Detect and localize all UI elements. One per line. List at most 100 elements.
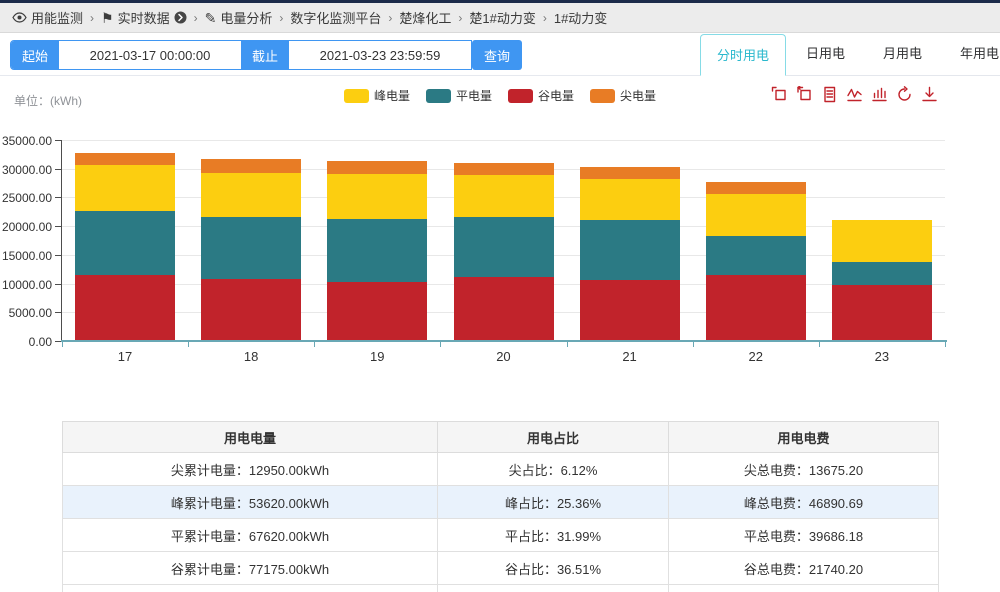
bar-segment-尖电量[interactable] [75, 152, 176, 166]
bar-segment-尖电量[interactable] [201, 159, 302, 173]
breadcrumb-separator: › [193, 10, 198, 25]
breadcrumb-label: 楚烽化工 [399, 11, 452, 26]
bar-segment-尖电量[interactable] [453, 162, 554, 176]
x-axis-tick [62, 342, 63, 347]
bar-segment-峰电量[interactable] [453, 175, 554, 217]
bar-segment-平电量[interactable] [75, 210, 176, 276]
cell-empty [62, 584, 438, 592]
y-axis-tick [55, 168, 61, 170]
bar-segment-谷电量[interactable] [75, 275, 176, 340]
bar-segment-峰电量[interactable] [201, 172, 302, 217]
stacked-bar-18[interactable] [201, 159, 302, 340]
bar-segment-谷电量[interactable] [705, 275, 806, 340]
end-date-input[interactable] [289, 41, 472, 69]
bar-segment-尖电量[interactable] [579, 166, 680, 180]
bar-segment-峰电量[interactable] [579, 179, 680, 220]
window-top-edge [0, 0, 1000, 3]
cell-valley-quantity: 谷累计电量：77175.00kWh [62, 551, 438, 585]
breadcrumb-item-company[interactable]: 楚烽化工 [399, 8, 451, 27]
stacked-bar-21[interactable] [579, 166, 680, 340]
tab-daily-usage[interactable]: 日用电 [806, 46, 846, 61]
bar-segment-峰电量[interactable] [705, 194, 806, 236]
data-view-icon[interactable] [821, 86, 838, 103]
restore-icon[interactable] [896, 86, 913, 103]
zoom-back-icon[interactable] [796, 85, 813, 103]
bar-segment-平电量[interactable] [705, 235, 806, 276]
bar-segment-峰电量[interactable] [831, 220, 932, 262]
table-row-peak: 峰累计电量：53620.00kWh 峰占比：25.36% 峰总电费：46890.… [62, 485, 939, 519]
tab-hourly-usage[interactable]: 分时用电 [700, 34, 787, 76]
line-chart-icon[interactable] [846, 86, 863, 103]
x-axis-tick [314, 342, 316, 347]
query-button[interactable]: 查询 [472, 40, 523, 70]
cell-flat-quantity: 平累计电量：67620.00kWh [62, 518, 438, 552]
breadcrumb-item-platform[interactable]: 数字化监测平台 [290, 8, 381, 27]
circle-arrow-icon[interactable] [174, 11, 187, 24]
bar-chart-icon[interactable] [871, 86, 888, 103]
bar-segment-尖电量[interactable] [705, 181, 806, 195]
breadcrumb-label: 用能监测 [31, 11, 84, 26]
data-zoom-icon[interactable] [771, 86, 788, 103]
legend-item-峰电量[interactable]: 峰电量 [343, 87, 410, 104]
x-axis-category-label: 23 [874, 349, 890, 364]
stacked-bar-23[interactable] [831, 220, 932, 340]
bar-segment-谷电量[interactable] [327, 282, 428, 340]
stacked-bar-19[interactable] [327, 161, 428, 340]
bar-segment-峰电量[interactable] [327, 174, 428, 220]
bar-segment-平电量[interactable] [201, 216, 302, 279]
stacked-bar-22[interactable] [705, 181, 806, 340]
bar-segment-平电量[interactable] [327, 219, 428, 282]
bar-segment-谷电量[interactable] [831, 284, 932, 340]
flag-icon: ⚑ [101, 9, 114, 26]
y-axis-tick [55, 140, 61, 141]
bar-segment-平电量[interactable] [453, 216, 554, 278]
legend-label: 平电量 [455, 89, 492, 103]
legend-swatch [425, 88, 451, 103]
start-date-button[interactable]: 起始 [11, 41, 60, 69]
breadcrumb-item-power-analysis[interactable]: ✎ 电量分析 [205, 8, 273, 27]
bar-segment-峰电量[interactable] [75, 165, 176, 211]
chart-plot-area: 0.00 5000.00 10000.00 15000.00 20000.00 25000… [2, 134, 947, 364]
start-date-input[interactable] [59, 41, 242, 69]
breadcrumb-label: 电量分析 [220, 11, 273, 26]
bar-segment-谷电量[interactable] [453, 277, 554, 340]
table-row-sharp: 尖累计电量：12950.00kWh 尖占比：6.12% 尖总电费：13675.2… [62, 452, 939, 486]
y-axis-tick [55, 283, 61, 285]
x-axis-tick [188, 342, 190, 347]
stacked-bar-20[interactable] [453, 162, 554, 340]
x-axis-category-label: 18 [243, 349, 259, 364]
breadcrumb-item-transformer[interactable]: 1#动力变 [554, 8, 607, 27]
period-tabbar: 分时用电 日用电 月用电 年用电 [700, 33, 1000, 76]
cell-valley-fee: 谷总电费：21740.20 [668, 551, 939, 585]
table-row-valley: 谷累计电量：77175.00kWh 谷占比：36.51% 谷总电费：21740.… [62, 551, 939, 585]
cell-empty [668, 584, 939, 592]
bar-segment-谷电量[interactable] [201, 278, 302, 340]
legend-item-平电量[interactable]: 平电量 [425, 87, 492, 104]
cell-peak-fee: 峰总电费：46890.69 [668, 485, 939, 519]
breadcrumb-item-realtime-data[interactable]: ⚑ 实时数据 [101, 8, 187, 27]
save-image-icon[interactable] [921, 86, 938, 103]
breadcrumb-label: 实时数据 [117, 11, 170, 26]
y-axis-tick-label: 15000.00 [1, 248, 52, 263]
x-axis-line [61, 340, 947, 342]
bar-segment-尖电量[interactable] [327, 161, 428, 175]
x-axis-tick [818, 342, 820, 347]
legend-item-尖电量[interactable]: 尖电量 [590, 87, 656, 104]
bar-segment-谷电量[interactable] [579, 280, 680, 340]
y-axis-tick-label: 20000.00 [1, 220, 52, 235]
breadcrumb: 用能监测 › ⚑ 实时数据 › ✎ 电量分析 › 数字化监测平台 › 楚烽化工 … [0, 3, 1000, 33]
bar-segment-平电量[interactable] [579, 219, 680, 281]
breadcrumb-separator: › [388, 10, 393, 25]
breadcrumb-label: 数字化监测平台 [290, 11, 382, 26]
tab-monthly-usage[interactable]: 月用电 [883, 46, 923, 61]
legend-item-谷电量[interactable]: 谷电量 [508, 87, 574, 104]
end-date-button[interactable]: 截止 [241, 41, 290, 69]
stacked-bar-17[interactable] [75, 152, 176, 340]
bar-segment-平电量[interactable] [831, 261, 932, 285]
tab-yearly-usage[interactable]: 年用电 [960, 46, 1000, 61]
x-axis-tick [440, 342, 442, 347]
breadcrumb-item-energy-monitor[interactable]: 用能监测 [12, 8, 83, 27]
breadcrumb-item-transformer-group[interactable]: 楚1#动力变 [469, 8, 535, 27]
legend-swatch [343, 88, 369, 103]
chart-legend: 峰电量 平电量 谷电量 尖电量 [0, 87, 1000, 104]
